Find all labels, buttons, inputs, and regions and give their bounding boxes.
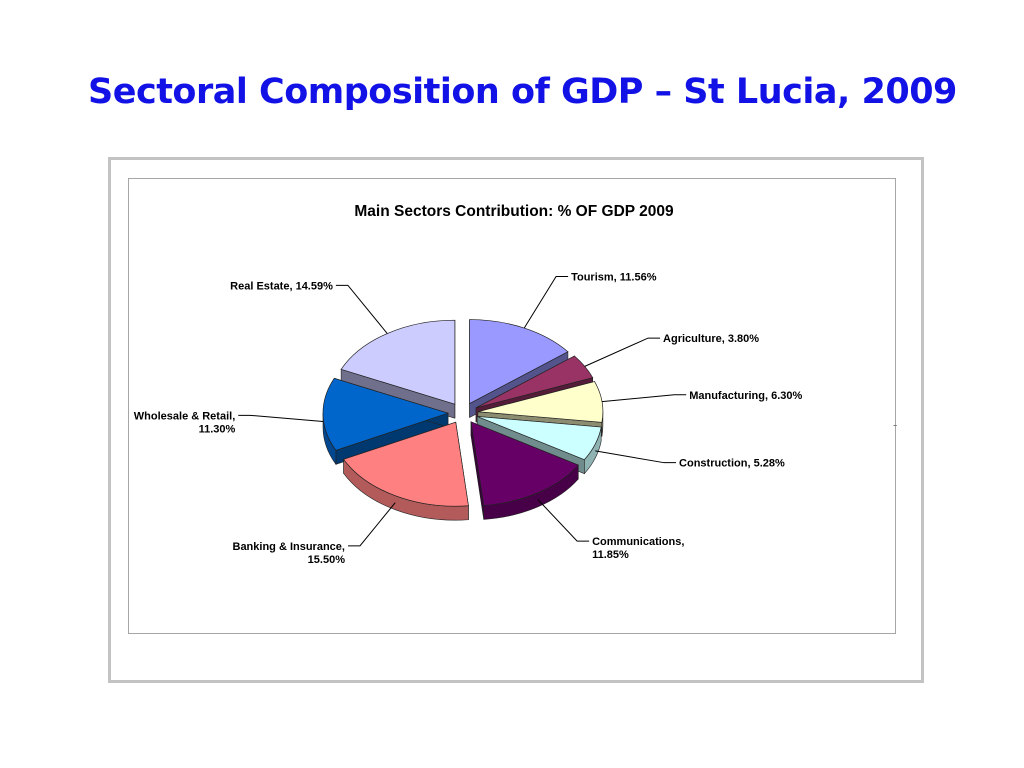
leader-line-wholesale-and-retail <box>238 414 324 422</box>
slide-title: Sectoral Composition of GDP – St Lucia, … <box>88 72 957 112</box>
data-label-manufacturing: Manufacturing, 6.30% <box>601 390 803 403</box>
data-label-text-real-estate: Real Estate, 14.59% <box>230 280 333 292</box>
pie-slice-wholesale-and-retail <box>322 377 450 466</box>
data-label-text-communications-line2: 11.85% <box>592 549 629 561</box>
data-label-agriculture: Agriculture, 3.80% <box>584 333 759 367</box>
data-label-text-agriculture: Agriculture, 3.80% <box>663 333 759 345</box>
clipped-edge-glyph: - <box>893 417 898 432</box>
leader-line-real-estate <box>335 284 388 334</box>
leader-line-construction <box>595 450 677 464</box>
data-label-text-construction: Construction, 5.28% <box>679 458 785 470</box>
data-label-text-tourism: Tourism, 11.56% <box>571 272 657 284</box>
leader-line-agriculture <box>584 337 661 367</box>
data-label-text-banking-and-insurance-line2: 15.50% <box>308 554 346 566</box>
data-label-communications: Communications,11.85% <box>537 499 684 561</box>
pie-slice-communications <box>470 421 579 520</box>
data-label-wholesale-and-retail: Wholesale & Retail,11.30% <box>134 410 324 435</box>
pie-data-labels: Tourism, 11.56% Agriculture, 3.80% Manufac… <box>134 272 803 566</box>
data-label-text-wholesale-and-retail: Wholesale & Retail, <box>134 410 235 422</box>
pie-slice-banking-and-insurance <box>343 421 469 521</box>
data-label-text-manufacturing: Manufacturing, 6.30% <box>689 390 802 402</box>
leader-line-tourism <box>523 276 569 329</box>
chart-title: Main Sectors Contribution: % OF GDP 2009 <box>354 203 674 220</box>
pie-slices <box>322 319 604 521</box>
leader-line-manufacturing <box>601 394 687 403</box>
data-label-tourism: Tourism, 11.56% <box>523 272 657 329</box>
leader-line-banking-and-insurance <box>347 502 396 547</box>
leader-line-communications <box>537 499 590 542</box>
data-label-real-estate: Real Estate, 14.59% <box>230 280 388 334</box>
data-label-banking-and-insurance: Banking & Insurance,15.50% <box>233 502 396 566</box>
data-label-text-wholesale-and-retail-line2: 11.30% <box>199 423 236 435</box>
data-label-text-communications: Communications, <box>592 536 684 548</box>
data-label-construction: Construction, 5.28% <box>595 450 785 470</box>
data-label-text-banking-and-insurance: Banking & Insurance, <box>233 541 345 553</box>
